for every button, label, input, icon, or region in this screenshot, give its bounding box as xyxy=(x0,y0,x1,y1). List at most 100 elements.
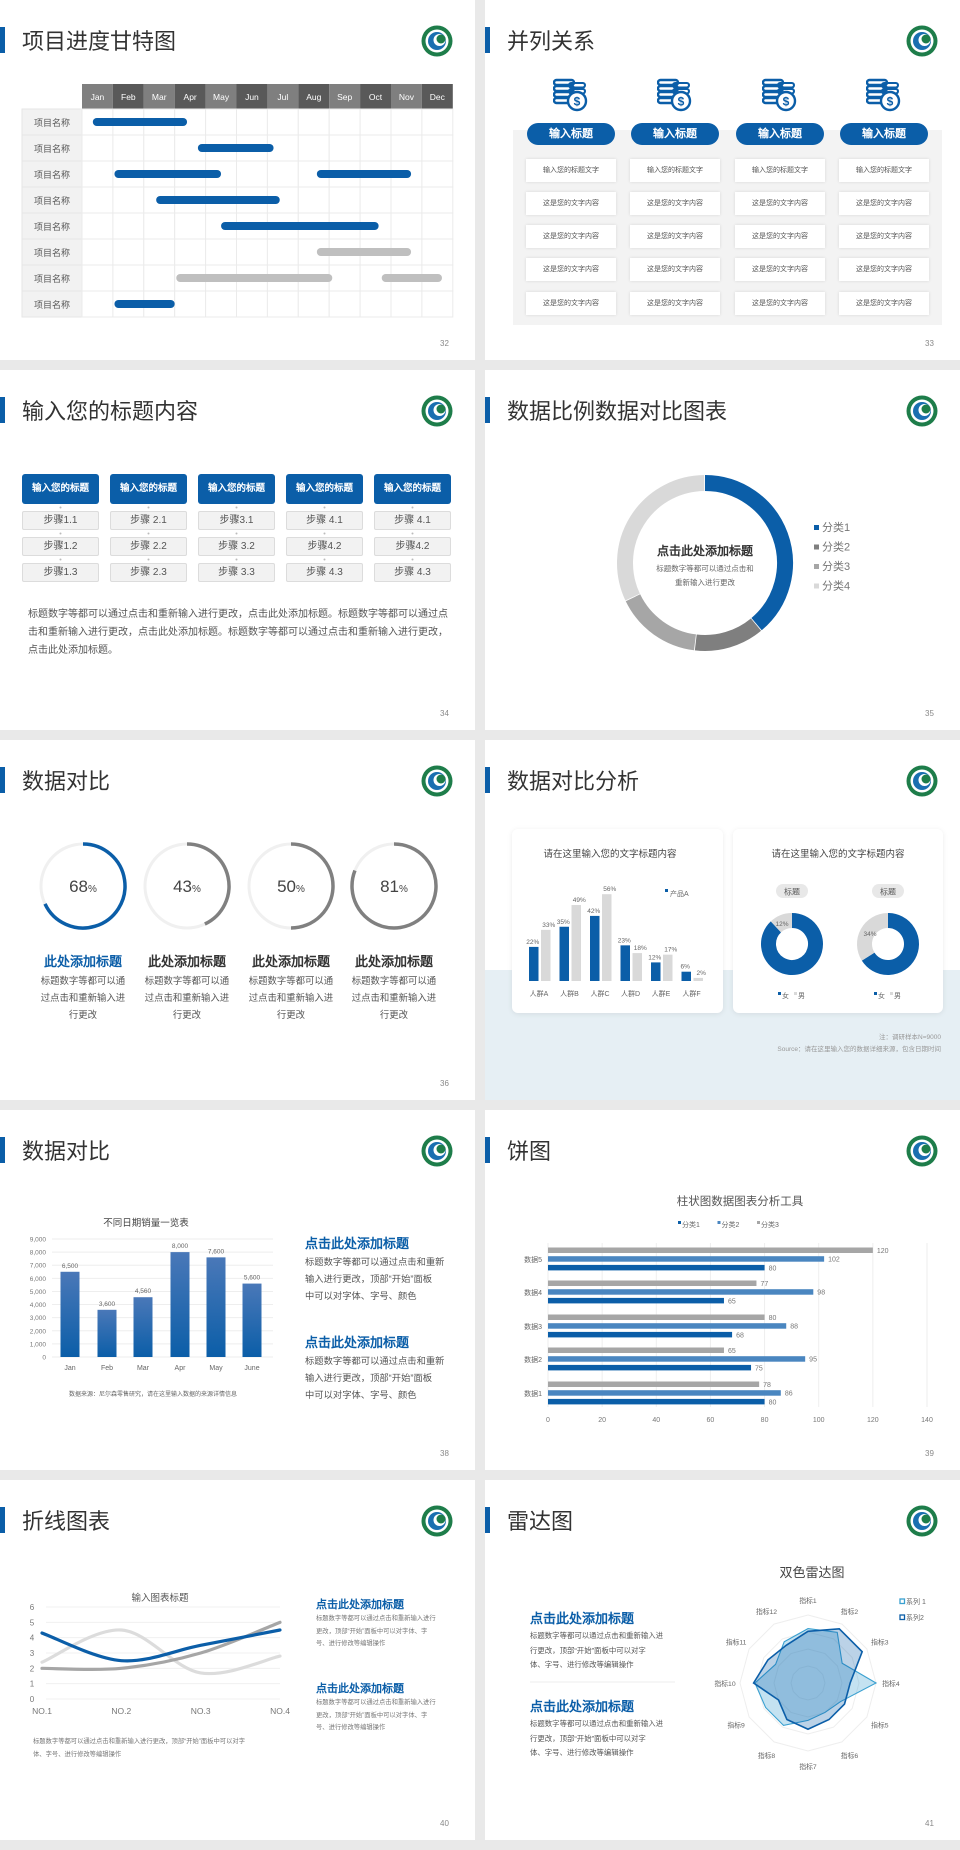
chart-title: 输入图表标题 xyxy=(131,1592,189,1604)
bar-value-label: 80 xyxy=(769,1265,777,1272)
month-header-cell xyxy=(174,84,206,109)
content-cell: 这是您的文字内容 xyxy=(735,192,825,215)
legend-label: 分类1 xyxy=(822,520,850,534)
bar-value-label: 6,500 xyxy=(62,1263,79,1270)
bar xyxy=(548,1247,873,1253)
bar xyxy=(541,929,551,981)
gantt-bar xyxy=(197,144,274,152)
bar xyxy=(548,1280,757,1286)
content-cell: 输入您的标题文字 xyxy=(630,159,720,182)
school-logo-icon xyxy=(421,25,453,57)
x-tick-label: 140 xyxy=(921,1417,933,1424)
dollar-sign: $ xyxy=(887,95,894,109)
task-label: 项目名称 xyxy=(34,247,70,258)
bar xyxy=(548,1297,724,1304)
bar-value-label: 65 xyxy=(728,1298,736,1305)
content-cell: 这是您的文字内容 xyxy=(630,258,720,281)
progress-value: 68% xyxy=(69,877,97,896)
bar-value-label: 23% xyxy=(618,937,631,944)
x-tick-label: 80 xyxy=(761,1417,769,1424)
month-header-cell xyxy=(391,84,422,109)
logo-leaf xyxy=(436,1144,446,1154)
category-label: 人群A xyxy=(530,989,549,998)
step-box: 步骤1.2 xyxy=(22,537,99,556)
donut-female-slice xyxy=(861,913,919,975)
y-tick-label: 4 xyxy=(30,1634,35,1643)
category-label: 数据1 xyxy=(524,1389,542,1398)
bar-value-label: 5,600 xyxy=(244,1275,261,1282)
y-tick-label: 6,000 xyxy=(30,1276,47,1283)
dollar-sign: $ xyxy=(678,95,685,109)
bar-value-label: 49% xyxy=(573,897,586,904)
content-cell: 输入您的标题文字 xyxy=(839,159,929,182)
bar xyxy=(548,1347,724,1353)
bar xyxy=(632,953,642,981)
content-cell: 这是您的文字内容 xyxy=(526,292,616,315)
content-cell: 这是您的文字内容 xyxy=(735,258,825,281)
slide-graphics: 不同日期销量一览表 0 1,000 2,000 3,000 4,000 5,000 6,000… xyxy=(30,1217,273,1398)
grid-cell xyxy=(81,160,114,188)
block-text: 标题数字等都可以通过点击和重新输入进行 xyxy=(316,1615,436,1622)
legend-label: 分类2 xyxy=(722,1220,740,1229)
step-box: 步骤1.1 xyxy=(22,511,99,530)
month-label: Oct xyxy=(369,92,383,102)
slide-33: 并列关系 33 $ $ $ $ 输入标题 输入您的标题文字 这是您的文字内容 这是您的文字内容 这是… xyxy=(485,0,960,360)
item-description: 标题数字等都可以通过点击和重新输入进行更改 xyxy=(40,975,126,1020)
grid-cell xyxy=(328,264,361,292)
bar xyxy=(651,962,661,981)
y-tick-label: 5 xyxy=(30,1618,35,1627)
grid-cell xyxy=(421,290,454,318)
dollar-coin xyxy=(775,90,797,112)
bar-value-label: 86 xyxy=(785,1391,793,1398)
radar-axis-label: 指标7 xyxy=(799,1762,817,1771)
y-tick-label: 1 xyxy=(30,1680,35,1689)
grid-cell xyxy=(328,186,361,214)
title-accent-bar xyxy=(0,27,5,53)
category-label: 数据3 xyxy=(524,1322,542,1331)
school-logo-icon xyxy=(906,25,938,57)
gantt-bar xyxy=(316,170,412,178)
slide-35: 数据比例数据对比图表 35 点击此处添加标题 标题数字等都可以通过点击和 重新输入进行更… xyxy=(485,370,960,730)
grid-cell xyxy=(81,264,114,292)
grid-cell xyxy=(297,290,330,318)
connector-dot xyxy=(147,532,150,535)
step-column-heading: 输入您的标题 xyxy=(374,474,451,504)
title-accent-bar xyxy=(0,397,5,423)
gantt-bar xyxy=(156,196,280,204)
y-tick-label: 3,000 xyxy=(30,1315,47,1322)
bar-value-label: 68 xyxy=(736,1332,744,1339)
grid-cell xyxy=(266,290,299,318)
item-title: 此处添加标题 xyxy=(147,954,226,969)
connector-dot xyxy=(235,506,238,509)
grid-cell xyxy=(81,212,114,240)
radar-axis-label: 指标12 xyxy=(756,1607,777,1616)
connector-dot xyxy=(147,558,150,561)
legend-swatch xyxy=(778,992,781,995)
radar-grid xyxy=(739,1614,877,1752)
x-tick-label: May xyxy=(209,1365,223,1372)
value-number: 81 xyxy=(380,877,399,896)
legend-swatch xyxy=(665,889,668,892)
bar xyxy=(170,1252,190,1357)
bar-value-label: 120 xyxy=(877,1248,889,1255)
y-tick-label: 5,000 xyxy=(30,1289,47,1296)
content-cell: 这是您的文字内容 xyxy=(526,192,616,215)
dollar-sign: $ xyxy=(783,95,790,109)
coins-dollar-icon: $ xyxy=(762,78,797,112)
grid-cell xyxy=(359,108,392,136)
connector-dot xyxy=(59,506,62,509)
content-cell: 这是您的文字内容 xyxy=(630,192,720,215)
note-text: 注：调研样本N=9000 xyxy=(879,1032,941,1041)
slide-title: 饼图 xyxy=(507,1139,552,1164)
step-column-heading: 输入您的标题 xyxy=(286,474,363,504)
grid-cell xyxy=(112,212,145,240)
x-tick-label: Jan xyxy=(64,1365,75,1372)
progress-arc xyxy=(186,842,231,926)
month-header-cell xyxy=(112,84,144,109)
step-column-heading: 输入您的标题 xyxy=(22,474,99,504)
bar-value-label: 33% xyxy=(542,922,555,929)
bar xyxy=(548,1256,825,1262)
month-label: Nov xyxy=(399,92,415,102)
